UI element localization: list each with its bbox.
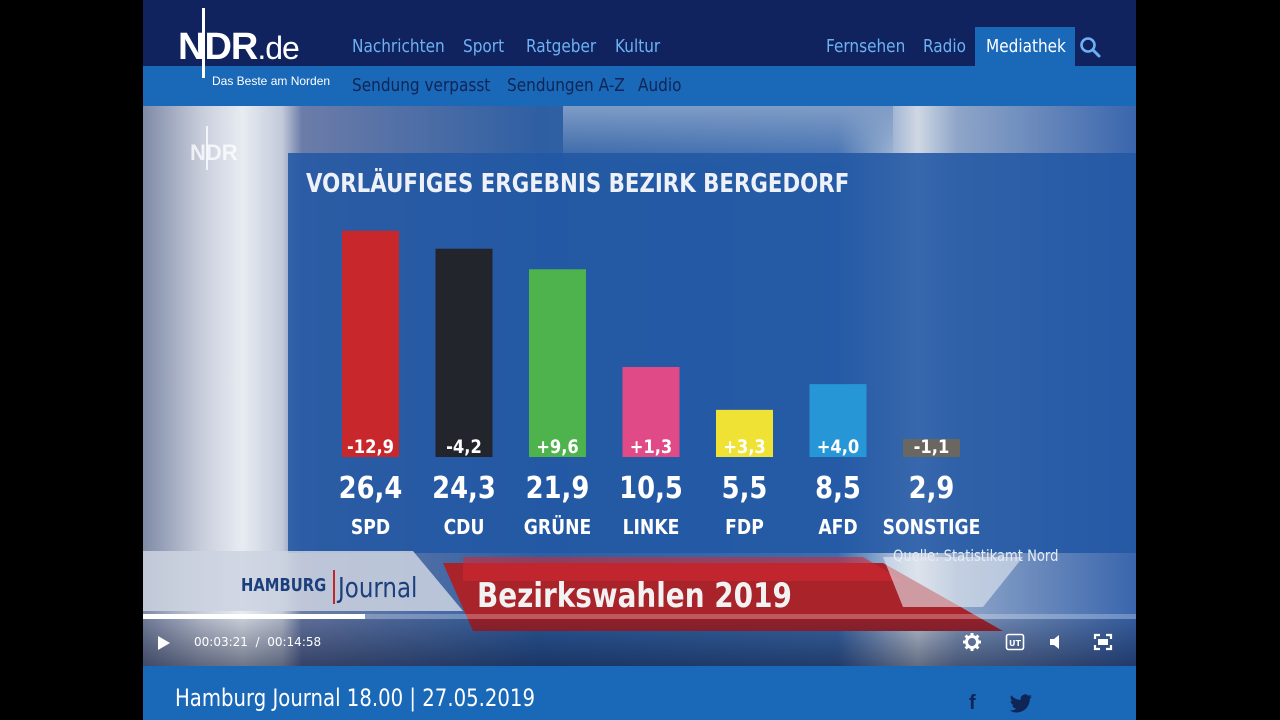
category-label-grüne: GRÜNE: [524, 514, 591, 540]
bar-afd: [809, 384, 867, 457]
nav-ratgeber[interactable]: Ratgeber: [526, 36, 597, 57]
nav-sport[interactable]: Sport: [463, 36, 505, 57]
category-label-fdp: FDP: [725, 517, 764, 540]
subnav-sendungen-a-z[interactable]: Sendungen A-Z: [507, 75, 625, 96]
nav-nachrichten[interactable]: Nachrichten: [352, 36, 445, 57]
lower-third-band: [143, 551, 1023, 631]
change-label-grüne: +9,6: [536, 437, 579, 458]
current-time: 00:03:21: [194, 635, 248, 649]
sub-bar: [143, 66, 1136, 106]
nav-radio[interactable]: Radio: [923, 36, 967, 57]
change-label-fdp: +3,3: [723, 437, 766, 458]
logo-tagline: Das Beste am Norden: [212, 74, 331, 88]
bar-fdp: [716, 409, 773, 457]
nav-kultur[interactable]: Kultur: [615, 36, 661, 57]
value-label-cdu: 24,3: [432, 470, 496, 505]
twitter-icon[interactable]: [1009, 694, 1033, 714]
value-label-fdp: 5,5: [722, 470, 768, 505]
search-icon[interactable]: [1079, 36, 1101, 58]
bar-linke: [622, 367, 680, 457]
nav-fernsehen[interactable]: Fernsehen: [826, 36, 906, 57]
bar-cdu: [435, 248, 493, 457]
video-player[interactable]: NDR VORLÄUFIGES ERGEBNIS BEZIRK BERGEDOR…: [143, 106, 1136, 666]
subnav-sendung-verpasst[interactable]: Sendung verpasst: [352, 75, 491, 96]
page: NDR.de Das Beste am Norden Nachrichten S…: [143, 0, 1136, 720]
category-label-spd: SPD: [351, 517, 390, 540]
results-panel: VORLÄUFIGES ERGEBNIS BEZIRK BERGEDORF -1…: [288, 153, 1136, 553]
chart-title: VORLÄUFIGES ERGEBNIS BEZIRK BERGEDORF: [306, 169, 850, 199]
value-label-linke: 10,5: [619, 470, 683, 505]
value-label-spd: 26,4: [339, 470, 403, 505]
hamburg-journal-logo-journal: Journal: [338, 571, 418, 604]
progress-fill: [143, 614, 366, 619]
fullscreen-icon[interactable]: [1093, 632, 1113, 652]
subtitles-icon[interactable]: UT: [1005, 632, 1025, 652]
episode-title: Hamburg Journal 18.00 | 27.05.2019: [175, 684, 535, 712]
logo-wordmark: NDR.de: [178, 26, 300, 68]
nav-mediathek-label: Mediathek: [986, 36, 1066, 57]
category-label-linke: LINKE: [623, 517, 680, 540]
episode-footer: Hamburg Journal 18.00 | 27.05.2019 f: [143, 666, 1136, 720]
hamburg-journal-logo-bar: [333, 570, 335, 604]
change-label-sonstige: -1,1: [914, 437, 950, 458]
nav-mediathek[interactable]: Mediathek: [975, 27, 1075, 66]
value-label-sonstige: 2,9: [909, 470, 955, 505]
watermark-line: [206, 126, 208, 170]
settings-gear-icon[interactable]: [962, 632, 982, 652]
duration: 00:14:58: [267, 635, 322, 649]
lower-third-title: Bezirkswahlen 2019: [477, 576, 792, 616]
value-label-grüne: 21,9: [526, 470, 590, 505]
player-controls: 00:03:21 / 00:14:58 UT: [143, 619, 1136, 666]
category-label-sonstige: SONSTIGE: [883, 517, 981, 540]
bar-spd: [342, 230, 399, 457]
top-bar: [143, 0, 1136, 66]
bar-sonstige: [903, 439, 960, 457]
value-label-afd: 8,5: [815, 470, 861, 505]
change-label-afd: +4,0: [817, 437, 860, 458]
category-label-afd: AFD: [818, 517, 857, 540]
ndr-watermark: NDR: [190, 126, 238, 170]
play-icon[interactable]: [157, 635, 171, 651]
facebook-icon[interactable]: f: [969, 692, 976, 714]
logo-line: [202, 8, 205, 78]
change-label-linke: +1,3: [630, 437, 673, 458]
hamburg-journal-logo-hamburg: HAMBURG: [241, 575, 327, 596]
change-label-spd: -12,9: [347, 437, 394, 458]
bar-grüne: [529, 269, 586, 457]
category-label-cdu: CDU: [444, 517, 485, 540]
volume-icon[interactable]: [1047, 632, 1067, 652]
ndr-logo[interactable]: NDR.de Das Beste am Norden: [176, 8, 336, 92]
change-label-cdu: -4,2: [446, 437, 482, 458]
time-display: 00:03:21 / 00:14:58: [194, 635, 322, 649]
progress-bar[interactable]: [143, 614, 1136, 619]
site-header: NDR.de Das Beste am Norden Nachrichten S…: [143, 0, 1136, 106]
svg-text:UT: UT: [1009, 639, 1021, 648]
results-chart: -12,9 26,4 SPD -4,2 24,3 CDU +9,6 21,9 GRÜNE +1,3…: [339, 230, 981, 540]
subnav-audio[interactable]: Audio: [638, 75, 682, 96]
